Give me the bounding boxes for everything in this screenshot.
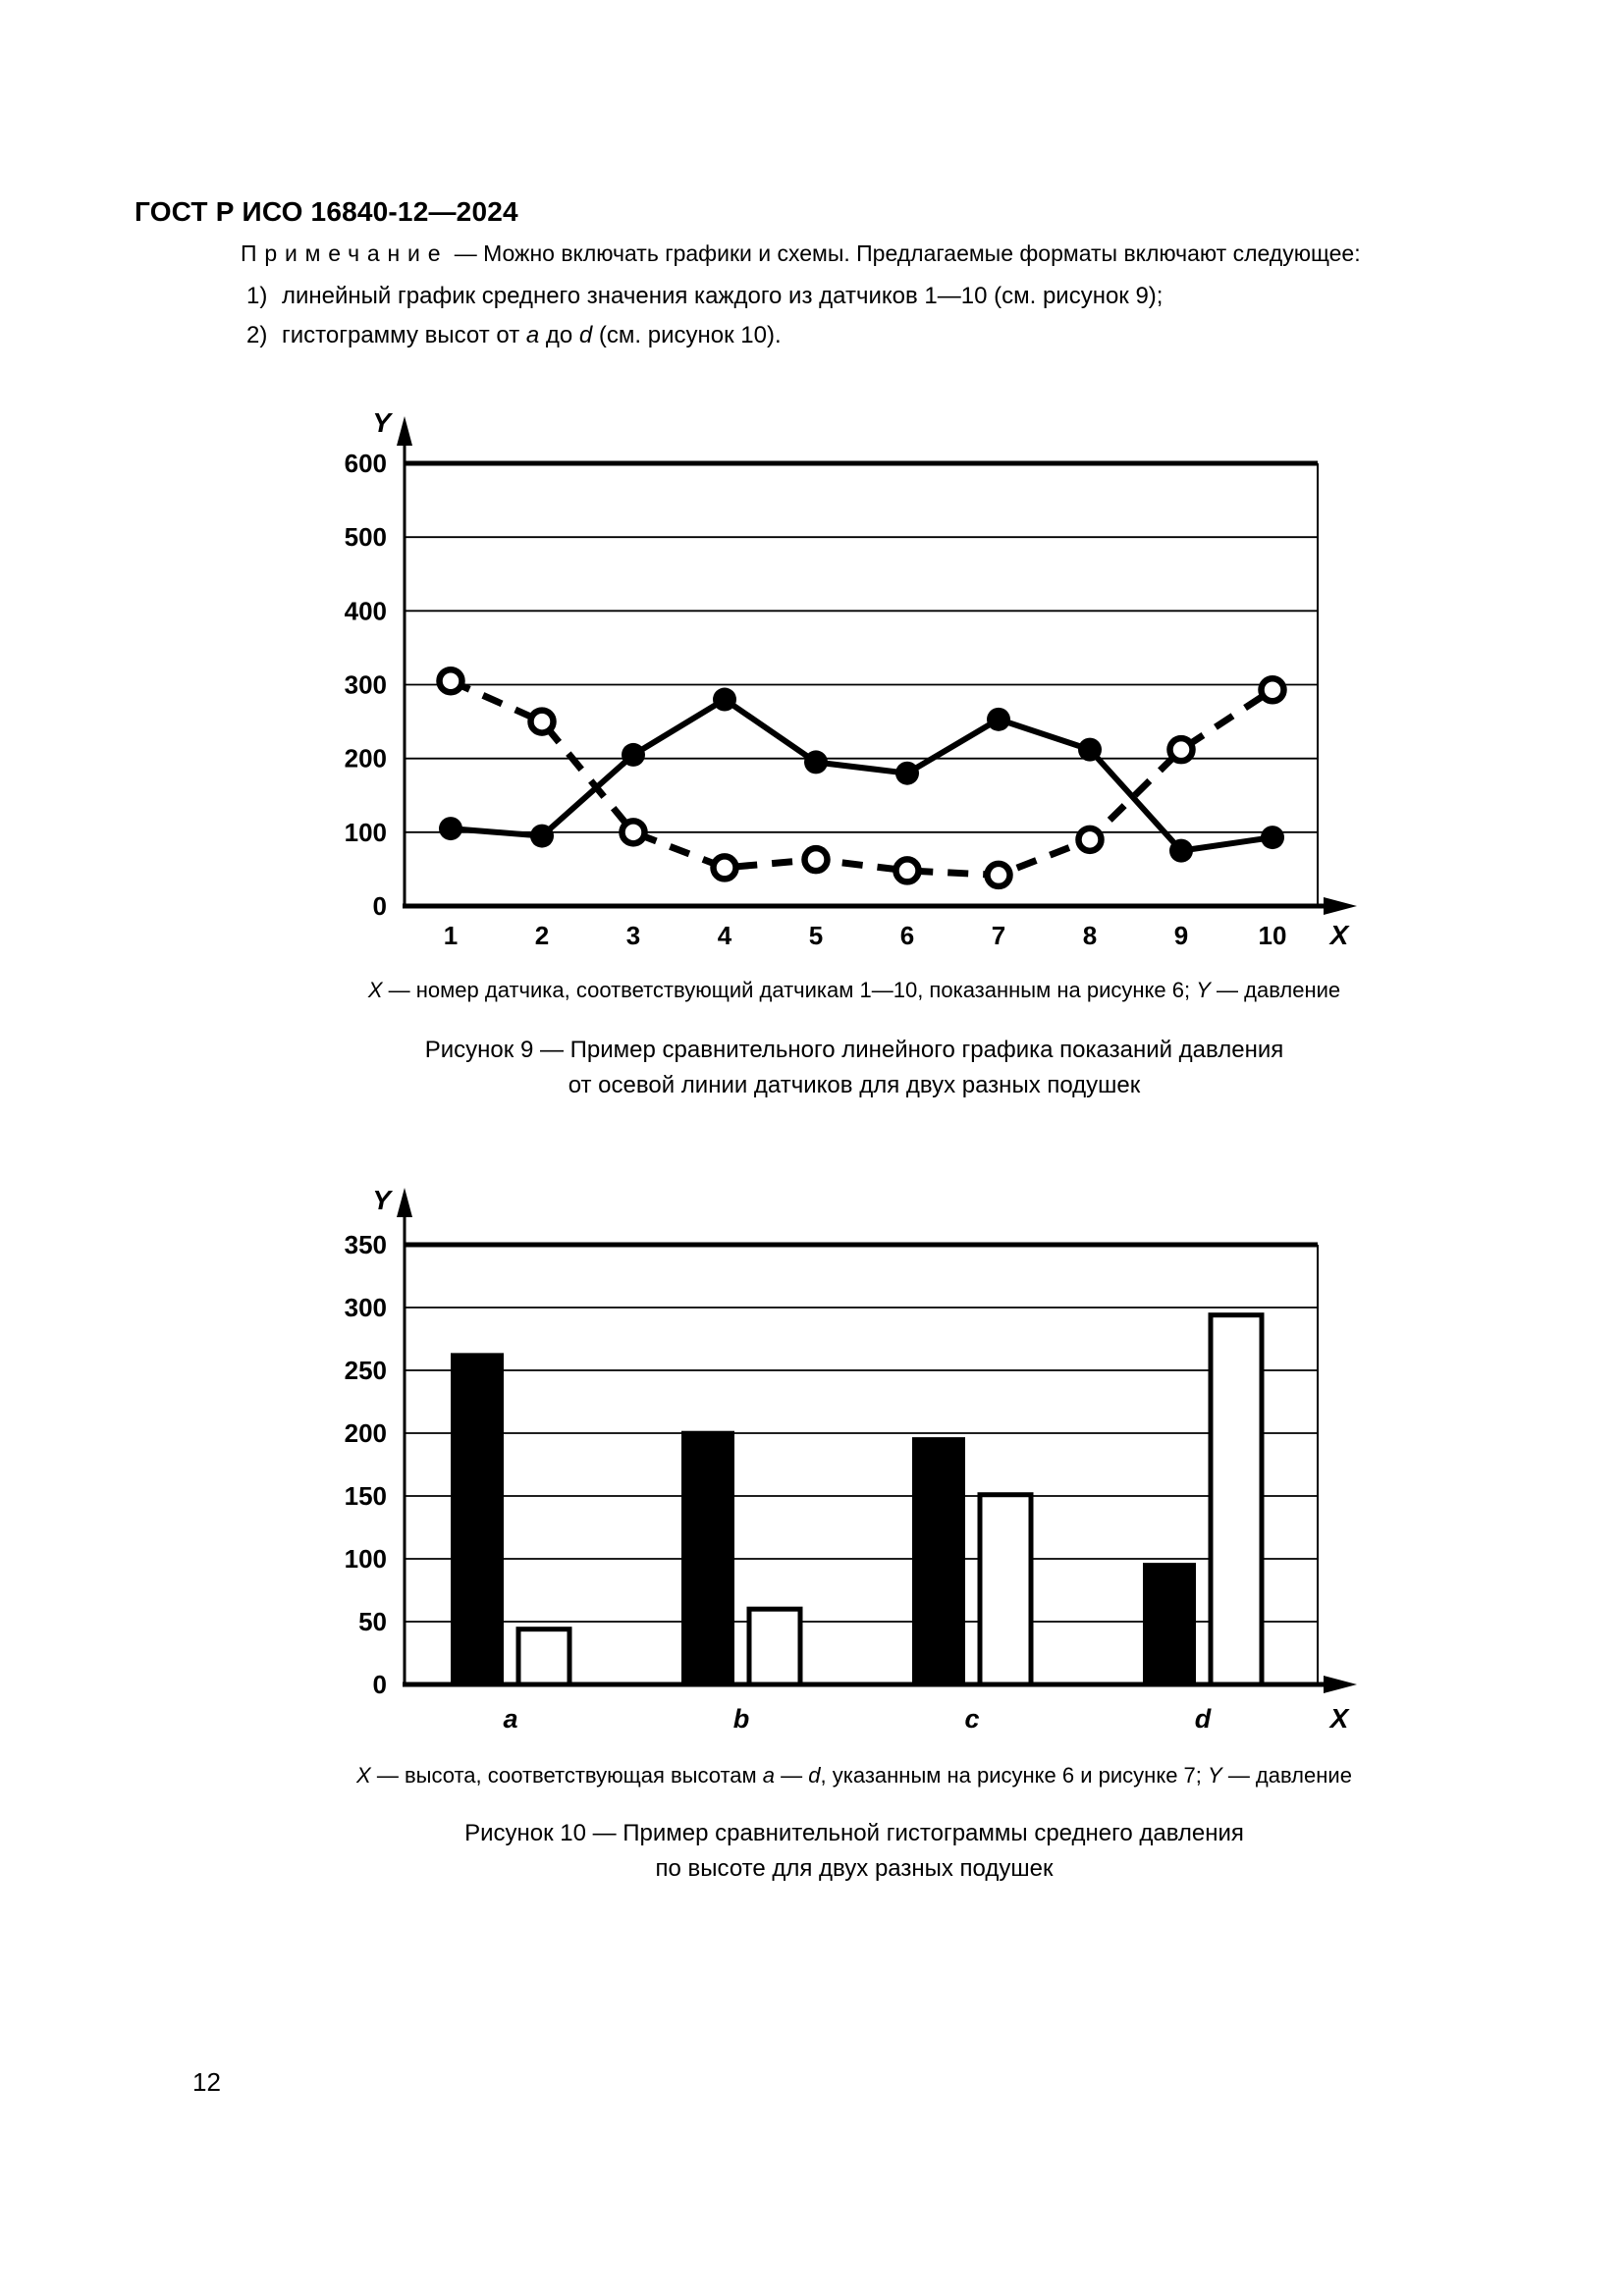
open-circle-marker [893, 856, 922, 885]
y-tick-label: 400 [345, 596, 387, 625]
list-item-2-text: гистограмму высот от a до d (см. рисунок… [282, 322, 782, 348]
filled-circle-marker [713, 687, 736, 712]
x-axis-arrow [1324, 1676, 1357, 1693]
black-bar [681, 1430, 734, 1685]
figure9-title: Рисунок 9 — Пример сравнительного линейн… [295, 1033, 1414, 1103]
x-tick-label: 2 [535, 921, 549, 950]
open-circle-marker [1166, 734, 1196, 765]
open-circle-marker [527, 707, 557, 736]
x-axis-label: X [1328, 920, 1351, 950]
open-circle-marker [619, 818, 648, 847]
white-bar [515, 1627, 572, 1687]
y-tick-label: 300 [345, 670, 387, 700]
list-item-1-text: линейный график среднего значения каждог… [282, 283, 1164, 309]
note-paragraph: Примечание — Можно включать графики и сх… [241, 240, 1399, 267]
x-axis-label: X [1328, 1703, 1351, 1734]
y-tick-label: 100 [345, 818, 387, 847]
y-tick-label: 150 [345, 1481, 387, 1511]
filled-circle-marker [1078, 737, 1102, 762]
white-bar [1208, 1312, 1265, 1687]
open-circle-marker [710, 853, 739, 882]
figure10-axis-note: X — высота, соответствующая высотам a — … [356, 1763, 1352, 1788]
list-item-2: 2) гистограмму высот от a до d (см. рисун… [246, 322, 1405, 349]
x-category-label: a [503, 1704, 517, 1734]
x-tick-label: 9 [1174, 921, 1188, 950]
x-category-label: c [964, 1704, 979, 1734]
open-circle-marker [984, 860, 1013, 890]
x-tick-label: 6 [900, 921, 914, 950]
filled-circle-marker [895, 761, 919, 785]
y-axis-arrow [397, 1188, 412, 1217]
y-axis-label: Y [372, 1185, 393, 1215]
y-tick-label: 200 [345, 1418, 387, 1448]
page-number: 12 [192, 2067, 221, 2097]
figure9-axis-note: X — номер датчика, соответствующий датчи… [367, 978, 1341, 1002]
document-header: ГОСТ Р ИСО 16840-12—2024 [135, 196, 518, 227]
figure10-title-line2: по высоте для двух разных подушек [655, 1855, 1054, 1882]
figure9-line-chart: 0 100 200 300 400 500 600 1 2 3 4 5 6 7 8 9 10 X Y [345, 407, 1357, 950]
list-item-2-number: 2) [246, 322, 268, 348]
filled-circle-marker [804, 750, 828, 774]
filled-circle-marker [1169, 838, 1193, 863]
black-bar [451, 1353, 504, 1685]
y-tick-label: 300 [345, 1293, 387, 1322]
y-tick-label: 200 [345, 744, 387, 774]
open-circle-marker [436, 666, 465, 696]
figure9-title-line2: от осевой линии датчиков для двух разных… [568, 1072, 1141, 1098]
x-tick-label: 1 [444, 921, 458, 950]
y-tick-label: 500 [345, 522, 387, 552]
x-tick-label: 8 [1083, 921, 1097, 950]
figure10-bar-chart: 0 50 100 150 200 250 300 350 a b c d X Y [345, 1185, 1357, 1734]
y-tick-label: 100 [345, 1544, 387, 1574]
y-tick-label: 0 [373, 1670, 387, 1699]
figure10-title: Рисунок 10 — Пример сравнительной гистог… [295, 1816, 1414, 1887]
solid-series-line [450, 695, 1273, 854]
open-circle-marker [1075, 825, 1105, 855]
filled-circle-marker [987, 707, 1010, 731]
filled-circle-marker [622, 742, 645, 767]
y-tick-label: 50 [358, 1607, 387, 1636]
x-tick-label: 4 [718, 921, 732, 950]
y-tick-label: 250 [345, 1356, 387, 1385]
black-bar [912, 1437, 965, 1685]
dashed-series-line [449, 677, 1274, 879]
x-category-label: d [1195, 1704, 1212, 1734]
black-bar [1143, 1563, 1196, 1685]
x-tick-label: 5 [809, 921, 823, 950]
x-tick-label: 7 [992, 921, 1005, 950]
list-item-1-number: 1) [246, 283, 268, 309]
note-label: Примечание [241, 240, 449, 266]
note-text: — Можно включать графики и схемы. Предла… [454, 240, 1361, 266]
y-axis-label: Y [372, 407, 393, 438]
figure10-title-line1: Рисунок 10 — Пример сравнительной гистог… [464, 1820, 1244, 1846]
white-bar [977, 1492, 1034, 1687]
list-item-1: 1) линейный график среднего значения кажд… [246, 283, 1405, 310]
y-axis-arrow [397, 416, 412, 446]
filled-circle-marker [1261, 826, 1284, 850]
white-bar [746, 1606, 803, 1687]
x-tick-label: 10 [1259, 921, 1287, 950]
filled-circle-marker [439, 817, 462, 841]
x-tick-label: 3 [626, 921, 640, 950]
y-tick-label: 600 [345, 449, 387, 478]
y-tick-label: 350 [345, 1230, 387, 1259]
x-axis-arrow [1324, 897, 1357, 915]
open-circle-marker [1258, 675, 1287, 705]
x-category-label: b [733, 1704, 750, 1734]
filled-circle-marker [530, 824, 554, 848]
open-circle-marker [801, 844, 831, 875]
figure9-title-line1: Рисунок 9 — Пример сравнительного линейн… [424, 1037, 1284, 1063]
y-tick-label: 0 [373, 891, 387, 921]
